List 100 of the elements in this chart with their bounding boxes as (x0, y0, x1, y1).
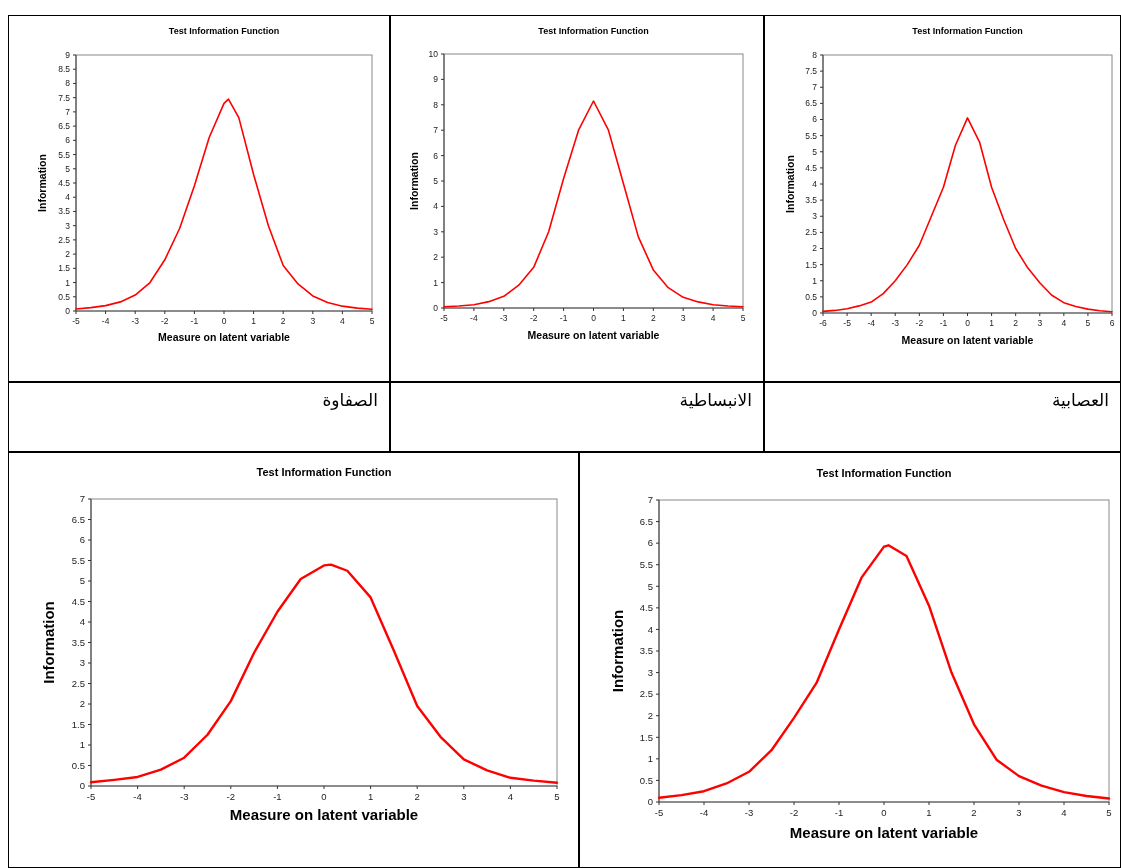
y-tick-label: 9 (433, 74, 439, 85)
y-tick-label: 1 (79, 739, 85, 751)
x-tick-label: 0 (965, 317, 971, 328)
x-tick-label: 0 (221, 315, 227, 326)
x-tick-label: -2 (161, 315, 169, 326)
y-tick-label: 8 (812, 49, 818, 60)
x-tick-label: 3 (1037, 317, 1043, 328)
y-tick-label: 5 (65, 163, 71, 174)
y-tick-label: 6.5 (805, 98, 818, 109)
y-tick-label: 2 (812, 243, 818, 254)
y-tick-label: 2 (79, 698, 85, 710)
x-axis-title: Measure on latent variable (158, 331, 291, 343)
x-tick-label: 5 (554, 790, 560, 802)
y-tick-label: 3.5 (58, 206, 71, 217)
y-tick-label: 1.5 (639, 731, 653, 743)
x-tick-label: -4 (699, 806, 709, 818)
x-tick-label: -2 (789, 806, 799, 818)
x-tick-label: 5 (740, 312, 746, 323)
x-tick-label: 4 (1061, 806, 1067, 818)
y-tick-label: 3 (647, 666, 653, 678)
y-tick-label: 0 (65, 305, 71, 316)
y-tick-label: 3.5 (639, 645, 653, 657)
x-tick-label: -6 (819, 317, 828, 328)
x-tick-label: 1 (367, 790, 374, 802)
x-tick-label: -1 (273, 790, 282, 802)
x-tick-label: -5 (86, 790, 96, 802)
y-tick-label: 6 (812, 114, 818, 125)
y-tick-label: 0.5 (58, 291, 71, 302)
x-axis-title: Measure on latent variable (789, 824, 979, 841)
x-tick-label: 2 (280, 315, 286, 326)
x-tick-label: 0 (321, 790, 327, 802)
y-tick-label: 2.5 (58, 234, 71, 245)
x-axis-title: Measure on latent variable (901, 334, 1034, 346)
x-tick-label: 5 (1085, 317, 1091, 328)
x-tick-label: 1 (251, 315, 257, 326)
x-axis-title: Measure on latent variable (229, 806, 419, 823)
y-axis-title: Information (36, 154, 48, 212)
x-tick-label: -4 (867, 317, 876, 328)
y-tick-label: 1.5 (71, 718, 85, 730)
y-tick-label: 10 (428, 48, 439, 59)
chart-title: Test Information Function (538, 26, 649, 36)
x-tick-label: -3 (179, 790, 189, 802)
y-tick-label: 3 (433, 226, 439, 237)
x-tick-label: 1 (621, 312, 627, 323)
x-tick-label: -1 (834, 806, 844, 818)
y-tick-label: 9 (65, 49, 71, 60)
y-tick-label: 2.5 (639, 688, 653, 700)
x-tick-label: -5 (843, 317, 852, 328)
y-tick-label: 0.5 (71, 759, 85, 771)
y-tick-label: 7 (79, 493, 85, 505)
y-tick-label: 0.5 (639, 774, 653, 786)
y-tick-label: 0.5 (805, 291, 818, 302)
x-tick-label: -2 (226, 790, 236, 802)
text: العصابية (1051, 390, 1109, 410)
x-tick-label: 2 (1013, 317, 1019, 328)
chart-title: Test Information Function (912, 26, 1023, 36)
y-tick-label: 5.5 (58, 149, 71, 160)
y-axis-title: Information (784, 155, 796, 213)
y-tick-label: 6.5 (71, 513, 85, 525)
y-tick-label: 5 (812, 146, 818, 157)
y-tick-label: 7.5 (805, 66, 818, 77)
y-tick-label: 5.5 (71, 554, 85, 566)
y-tick-label: 8 (433, 99, 439, 110)
x-axis-title: Measure on latent variable (527, 329, 660, 341)
x-tick-label: -1 (559, 312, 568, 323)
x-tick-label: -4 (133, 790, 142, 802)
y-tick-label: 6.5 (639, 515, 653, 527)
x-tick-label: 4 (1061, 317, 1067, 328)
y-tick-label: 6 (79, 534, 85, 546)
y-tick-label: 6 (65, 135, 71, 146)
x-tick-label: 1 (926, 806, 932, 818)
y-tick-label: 5.5 (805, 130, 818, 141)
y-tick-label: 3 (65, 220, 71, 231)
x-tick-label: 0 (881, 806, 887, 818)
chart-title: Test Information Function (816, 467, 952, 479)
x-tick-label: 1 (989, 317, 995, 328)
y-tick-label: 6.5 (58, 121, 71, 132)
x-tick-label: 6 (1109, 317, 1115, 328)
y-tick-label: 2.5 (71, 677, 85, 689)
x-tick-label: 3 (310, 315, 316, 326)
y-tick-label: 4.5 (58, 177, 71, 188)
x-tick-label: 4 (507, 790, 514, 802)
y-tick-label: 7.5 (58, 92, 71, 103)
x-tick-label: 4 (340, 315, 346, 326)
x-tick-label: 3 (1016, 806, 1022, 818)
x-tick-label: 2 (414, 790, 420, 802)
x-tick-label: -4 (101, 315, 110, 326)
y-tick-label: 5 (433, 175, 439, 186)
x-tick-label: -3 (744, 806, 754, 818)
x-tick-label: -5 (654, 806, 664, 818)
y-tick-label: 4 (433, 201, 439, 212)
y-tick-label: 2.5 (805, 227, 818, 238)
x-tick-label: -3 (131, 315, 140, 326)
y-axis-title: Information (40, 601, 57, 684)
x-tick-label: 4 (710, 312, 716, 323)
y-tick-label: 4.5 (71, 595, 85, 607)
x-tick-label: -1 (190, 315, 199, 326)
x-tick-label: 0 (591, 312, 597, 323)
y-tick-label: 1.5 (805, 259, 818, 270)
x-tick-label: 5 (1106, 806, 1112, 818)
